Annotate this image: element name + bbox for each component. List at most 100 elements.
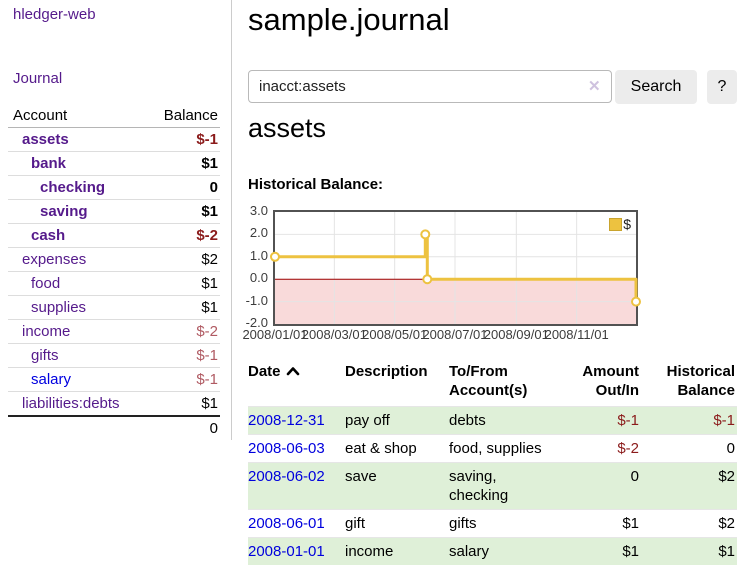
accounts-total-balance: 0 xyxy=(148,415,220,440)
account-balance: $-1 xyxy=(148,367,220,392)
y-axis-tick-label: 0.0 xyxy=(249,270,268,286)
account-link[interactable]: income xyxy=(22,323,71,340)
date-column-header[interactable]: Date xyxy=(248,360,345,407)
account-row: food $1 xyxy=(8,271,220,296)
account-balance: $-1 xyxy=(196,131,218,148)
account-link[interactable]: liabilities:debts xyxy=(22,395,120,412)
page-title: sample.journal xyxy=(248,2,450,37)
description-column-header: Description xyxy=(345,363,428,380)
account-balance: $-2 xyxy=(148,223,220,248)
search-button[interactable]: Search xyxy=(615,70,697,104)
account-balance: $-2 xyxy=(148,319,220,344)
account-link[interactable]: cash xyxy=(31,227,66,244)
transaction-row: 2008-06-01 gift gifts $1 $2 xyxy=(248,509,737,538)
chart-legend: $ xyxy=(609,216,631,232)
balance-column-header: Balance xyxy=(148,104,220,128)
y-axis-tick-label: -2.0 xyxy=(245,315,268,330)
y-axis-tick-label: 2.0 xyxy=(249,225,268,241)
account-link[interactable]: supplies xyxy=(31,299,87,316)
account-balance: $1 xyxy=(148,391,220,416)
x-axis-tick-label: 2008/09/01 xyxy=(483,327,549,342)
transaction-date-link[interactable]: 2008-06-01 xyxy=(248,515,325,532)
accounts-column-header: To/From Account(s) xyxy=(449,363,528,399)
account-balance: $2 xyxy=(148,247,220,272)
legend-swatch-icon xyxy=(609,217,623,231)
account-row: expenses $2 xyxy=(8,247,220,272)
transaction-balance: 0 xyxy=(639,434,737,463)
sidebar-item-journal[interactable]: Journal xyxy=(13,70,63,87)
transaction-balance: $-1 xyxy=(639,406,737,435)
account-row: income $-2 xyxy=(8,319,220,344)
transaction-date-link[interactable]: 2008-06-03 xyxy=(248,440,325,457)
chart-plot-area xyxy=(270,212,641,324)
y-axis-tick-label: -1.0 xyxy=(245,292,268,308)
amount-column-header: Amount Out/In xyxy=(582,363,639,399)
account-row: salary $-1 xyxy=(8,367,220,392)
account-row: bank $1 xyxy=(8,151,220,176)
transaction-balance: $2 xyxy=(639,462,737,510)
accounts-total-row: 0 xyxy=(8,415,220,440)
transaction-description: eat & shop xyxy=(345,434,449,463)
accounts-table-header: Account Balance xyxy=(8,104,220,128)
transaction-amount: $1 xyxy=(559,509,639,538)
x-axis-tick-label: 2008/01/01 xyxy=(242,327,308,342)
account-link[interactable]: checking xyxy=(40,179,106,196)
account-link[interactable]: food xyxy=(31,275,61,292)
balance-chart: $ xyxy=(270,210,641,326)
main: sample.journal ✕ Search ? assets Histori… xyxy=(242,0,742,582)
clear-search-icon[interactable]: ✕ xyxy=(588,78,601,95)
transaction-accounts: food, supplies xyxy=(449,434,559,463)
y-axis-tick-label: 3.0 xyxy=(249,203,268,218)
x-axis-tick-label: 2008/11/01 xyxy=(544,327,609,342)
balance-column-header-main: Historical Balance xyxy=(666,363,735,399)
transaction-row: 2008-06-03 eat & shop food, supplies $-2… xyxy=(248,434,737,463)
register-table-header: Date Description To/From Account(s) Amou… xyxy=(248,360,737,407)
account-row: saving $1 xyxy=(8,199,220,224)
account-row: cash $-2 xyxy=(8,223,220,248)
transaction-row: 2008-06-02 save saving, checking 0 $2 xyxy=(248,462,737,510)
help-button[interactable]: ? xyxy=(707,70,737,104)
account-link[interactable]: salary xyxy=(31,371,72,388)
account-link[interactable]: saving xyxy=(40,203,88,220)
search-input[interactable] xyxy=(248,70,612,103)
transaction-amount: $-1 xyxy=(559,406,639,435)
x-axis-tick-label: 2008/07/01 xyxy=(422,327,488,342)
transaction-row: 2008-12-31 pay off debts $-1 $-1 xyxy=(248,406,737,435)
account-link[interactable]: assets xyxy=(22,131,69,148)
chart-title: Historical Balance: xyxy=(248,176,384,193)
transaction-row: 2008-01-01 income salary $1 $1 xyxy=(248,537,737,565)
account-column-header: Account xyxy=(8,104,149,128)
transaction-amount: 0 xyxy=(559,462,639,510)
transaction-accounts: debts xyxy=(449,406,559,435)
transaction-date-link[interactable]: 2008-06-02 xyxy=(248,468,325,485)
sidebar: hledger-web Journal Account Balance asse… xyxy=(0,0,232,440)
sort-ascending-icon xyxy=(286,362,300,381)
account-link[interactable]: expenses xyxy=(22,251,87,268)
accounts-table: Account Balance assets $-1 bank $1 check… xyxy=(8,104,220,440)
account-balance: $1 xyxy=(148,151,220,176)
account-row: checking 0 xyxy=(8,175,220,200)
register-table: Date Description To/From Account(s) Amou… xyxy=(248,360,737,565)
transaction-date-link[interactable]: 2008-12-31 xyxy=(248,412,325,429)
app-title-link[interactable]: hledger-web xyxy=(13,6,96,23)
account-balance: $1 xyxy=(148,271,220,296)
transaction-accounts: saving, checking xyxy=(449,462,559,510)
transaction-date-link[interactable]: 2008-01-01 xyxy=(248,543,325,560)
transaction-description: save xyxy=(345,462,449,510)
y-axis-tick-label: 1.0 xyxy=(249,247,268,263)
account-balance: $1 xyxy=(148,199,220,224)
x-axis-tick-label: 2008/03/01 xyxy=(301,327,367,342)
transaction-balance: $1 xyxy=(639,537,737,565)
account-section-heading: assets xyxy=(248,113,327,143)
transaction-amount: $1 xyxy=(559,537,639,565)
account-balance: $1 xyxy=(148,295,220,320)
transaction-accounts: gifts xyxy=(449,509,559,538)
account-link[interactable]: bank xyxy=(31,155,67,172)
transaction-balance: $2 xyxy=(639,509,737,538)
x-axis-tick-label: 2008/05/01 xyxy=(362,327,428,342)
account-row: gifts $-1 xyxy=(8,343,220,368)
account-balance: $-1 xyxy=(148,343,220,368)
account-link[interactable]: gifts xyxy=(31,347,59,364)
transaction-description: pay off xyxy=(345,406,449,435)
legend-label: $ xyxy=(623,216,631,232)
